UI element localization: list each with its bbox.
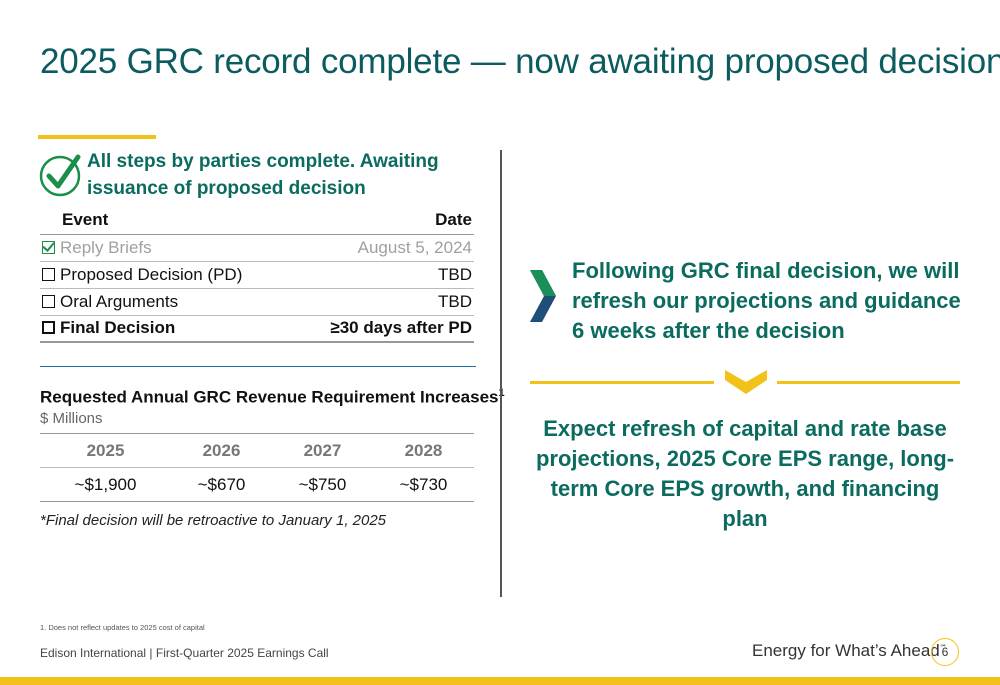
revenue-years-row: 2025 2026 2027 2028: [40, 433, 474, 468]
tagline: Energy for What’s Ahead℠: [752, 641, 947, 661]
revenue-table: 2025 2026 2027 2028 ~$1,900 ~$670 ~$750 …: [40, 433, 474, 502]
table-row: Oral Arguments TBD: [40, 288, 474, 316]
checkmark-circle-icon: [39, 154, 81, 197]
expect-message: Expect refresh of capital and rate base …: [535, 416, 955, 531]
event-label: Oral Arguments: [60, 291, 179, 311]
event-cell: Proposed Decision (PD): [40, 261, 294, 289]
unchecked-box-icon: [42, 294, 55, 308]
section-divider: [40, 366, 476, 367]
revenue-values-row: ~$1,900 ~$670 ~$750 ~$730: [40, 467, 474, 502]
date-cell: TBD: [293, 261, 474, 289]
revenue-title-text: Requested Annual GRC Revenue Requirement…: [40, 387, 499, 407]
event-cell: Reply Briefs: [40, 234, 294, 262]
date-cell: ≥30 days after PD: [293, 315, 474, 343]
event-column-header: Event: [40, 210, 294, 235]
date-cell: TBD: [293, 288, 474, 316]
table-row: Proposed Decision (PD) TBD: [40, 261, 474, 289]
accent-bar: [38, 135, 156, 139]
event-label: Reply Briefs: [60, 237, 152, 257]
chevron-right-icon: [530, 270, 556, 322]
chevron-down-icon: [725, 370, 767, 394]
revenue-value: ~$730: [372, 467, 474, 502]
revenue-title: Requested Annual GRC Revenue Requirement…: [40, 387, 505, 408]
event-cell: Oral Arguments: [40, 288, 294, 316]
table-row: Reply Briefs August 5, 2024: [40, 234, 474, 262]
footnote: 1. Does not reflect updates to 2025 cost…: [40, 623, 205, 632]
events-table-header: Event Date: [40, 210, 474, 235]
revenue-units: $ Millions: [40, 410, 103, 427]
page-number: 6: [931, 638, 959, 666]
checked-box-icon: [42, 240, 55, 254]
event-label: Proposed Decision (PD): [60, 264, 243, 284]
year-header: 2026: [171, 433, 272, 468]
date-cell: August 5, 2024: [293, 234, 474, 262]
event-cell: Final Decision: [40, 315, 294, 343]
event-label: Final Decision: [60, 318, 176, 338]
unchecked-box-icon: [42, 321, 55, 335]
yellow-divider-left: [530, 381, 714, 384]
revenue-value: ~$1,900: [40, 467, 171, 502]
footer-company: Edison International | First-Quarter 202…: [40, 646, 329, 660]
vertical-divider: [500, 150, 502, 597]
unchecked-box-icon: [42, 267, 55, 281]
retroactive-note: *Final decision will be retroactive to J…: [40, 512, 387, 529]
tagline-text: Energy for What’s Ahead: [752, 641, 940, 660]
events-table: Event Date Reply Briefs August 5, 2024 P…: [40, 210, 474, 343]
page-title: 2025 GRC record complete — now awaiting …: [40, 42, 1000, 81]
year-header: 2027: [271, 433, 373, 468]
date-column-header: Date: [293, 210, 474, 235]
status-message: All steps by parties complete. Awaiting …: [87, 151, 439, 199]
projection-message: Following GRC final decision, we will re…: [572, 258, 961, 343]
revenue-value: ~$750: [271, 467, 373, 502]
year-header: 2028: [372, 433, 474, 468]
bottom-accent-bar: [0, 677, 1000, 685]
revenue-value: ~$670: [171, 467, 272, 502]
year-header: 2025: [40, 433, 171, 468]
table-row: Final Decision ≥30 days after PD: [40, 315, 474, 343]
yellow-divider-right: [777, 381, 960, 384]
